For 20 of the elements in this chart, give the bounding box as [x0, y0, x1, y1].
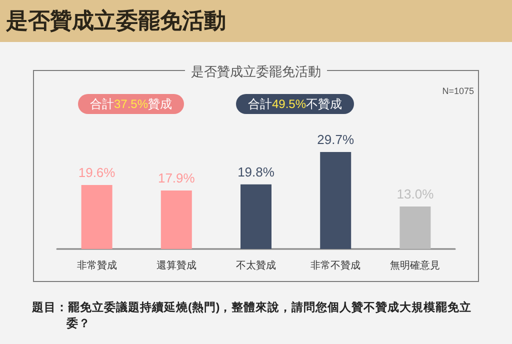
data-label: 19.6%: [78, 164, 116, 180]
x-tick-label: 非常不贊成: [310, 260, 361, 272]
bar: [400, 206, 431, 249]
chart-title: 是否贊成立委罷免活動: [6, 7, 226, 35]
data-label: 17.9%: [158, 170, 196, 186]
bar: [160, 190, 192, 249]
text: N=1075: [442, 86, 474, 96]
data-label: 29.7%: [317, 132, 354, 147]
bar: [81, 184, 112, 249]
chart-subtitle: 是否贊成立委罷免活動: [185, 64, 327, 79]
data-label: 19.8%: [238, 164, 275, 180]
x-tick-label: 非常贊成: [76, 260, 117, 272]
bar: [320, 152, 352, 249]
x-tick-label: 不太贊成: [236, 260, 276, 272]
text: 題目：罷免立委議題持續延燒(熱門)，整體來說，請問您個人贊不贊成大規模罷免立委？: [32, 300, 473, 332]
text: 合計37.5%贊成: [78, 94, 184, 114]
bar: [240, 184, 272, 249]
x-tick-label: 還算贊成: [156, 260, 196, 272]
x-tick-label: 無明確意見: [390, 260, 440, 272]
text: 合計49.5%不贊成: [236, 94, 354, 114]
